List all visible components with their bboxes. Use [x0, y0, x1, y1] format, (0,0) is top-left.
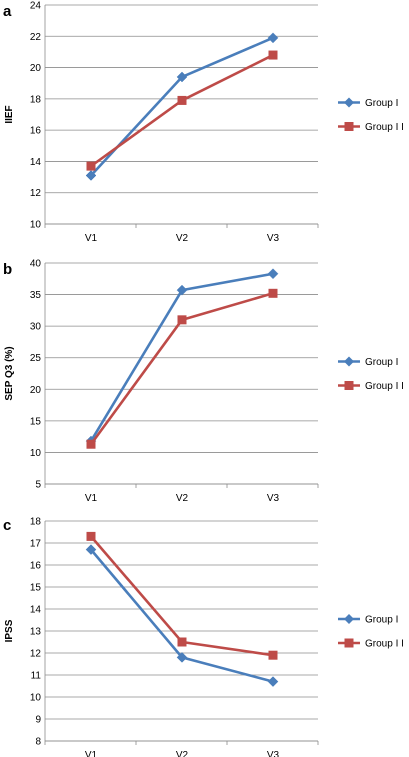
y-tick-label: 14 [30, 157, 42, 168]
y-tick-label: 12 [30, 188, 42, 199]
x-tick-label: V1 [85, 493, 98, 504]
y-tick-label: 17 [30, 539, 42, 550]
y-tick-label: 8 [35, 737, 41, 748]
data-point-square [86, 161, 96, 171]
data-point-square [86, 531, 96, 541]
data-point-diamond [176, 284, 188, 296]
y-tick-label: 20 [30, 385, 42, 396]
y-tick-label: 10 [30, 693, 42, 704]
data-point-square [86, 439, 96, 449]
x-tick-label: V3 [267, 750, 280, 757]
y-tick-label: 15 [30, 583, 42, 594]
chart-panel-c: c 8 9 10 11 12 13 14 15 16 17 18 V1 V2 V3 IPSS Group I Gr… [3, 517, 404, 757]
x-tick-label: V3 [267, 493, 280, 504]
y-tick-label: 11 [31, 671, 42, 682]
series-line-1 [90, 36, 274, 177]
y-axis-title: IPSS [4, 619, 15, 642]
data-point-diamond [176, 652, 188, 663]
chart-panel-a: a 10 12 14 16 18 20 22 24 V1 V2 V3 IIEF Group I Group … [3, 1, 404, 245]
legend-label: Group I [365, 98, 398, 109]
panel-letter: a [3, 3, 12, 20]
x-tick-label: V3 [267, 233, 280, 244]
data-point-square [177, 637, 187, 647]
x-tick-label: V2 [176, 750, 189, 757]
y-tick-label: 15 [30, 416, 42, 427]
y-tick-label: 18 [30, 94, 42, 105]
panel-letter: b [3, 261, 12, 278]
data-point-diamond [85, 544, 97, 555]
data-point-diamond [176, 71, 188, 83]
legend-marker-diamond [344, 97, 354, 108]
y-tick-label: 10 [30, 448, 42, 459]
y-tick-label: 20 [30, 63, 42, 74]
data-point-square [268, 288, 278, 298]
y-tick-label: 12 [30, 649, 42, 660]
legend-label: Group I I [365, 639, 404, 650]
data-point-square [268, 50, 278, 60]
legend-marker-square [344, 122, 354, 131]
legend-label: Group I I [365, 381, 404, 392]
data-point-diamond [267, 32, 279, 44]
legend-marker-square [344, 381, 354, 390]
legend-label: Group I [365, 357, 398, 368]
data-point-square [177, 315, 187, 325]
legend-marker-diamond [344, 614, 354, 624]
data-point-diamond [267, 268, 279, 280]
x-tick-label: V1 [85, 233, 98, 244]
legend-label: Group I [365, 615, 398, 626]
x-tick-label: V2 [176, 233, 189, 244]
legend-marker-diamond [344, 356, 354, 367]
y-axis-title: IIEF [4, 105, 15, 123]
y-tick-label: 35 [30, 290, 42, 301]
y-tick-label: 5 [35, 480, 41, 491]
data-point-diamond [267, 676, 279, 687]
y-tick-label: 9 [35, 715, 41, 726]
y-tick-label: 24 [30, 1, 42, 12]
y-tick-label: 40 [30, 259, 42, 270]
data-point-square [268, 650, 278, 660]
x-tick-label: V1 [85, 750, 98, 757]
y-tick-label: 14 [30, 605, 42, 616]
series-line-2 [90, 535, 274, 657]
y-tick-label: 16 [30, 561, 42, 572]
y-tick-label: 16 [30, 126, 42, 137]
legend-label: Group I I [365, 122, 404, 133]
data-point-diamond [85, 170, 97, 181]
chart-panel-b: b 5 10 15 20 25 30 35 40 V1 V2 V3 SEP Q3 (%) Group I G… [3, 259, 404, 505]
y-tick-label: 10 [30, 220, 42, 231]
y-tick-label: 22 [30, 32, 42, 43]
y-tick-label: 18 [30, 517, 42, 528]
panel-letter: c [3, 517, 11, 534]
y-tick-label: 13 [30, 627, 42, 638]
y-tick-label: 30 [30, 322, 42, 333]
legend-marker-square [344, 638, 354, 648]
data-point-square [177, 95, 187, 105]
y-tick-label: 25 [30, 353, 42, 364]
x-tick-label: V2 [176, 493, 189, 504]
y-axis-title: SEP Q3 (%) [4, 346, 15, 400]
